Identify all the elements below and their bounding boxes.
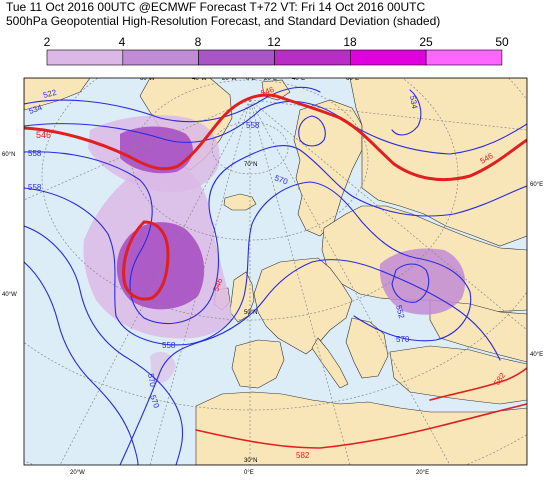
turkey: [389, 345, 527, 405]
contour-label: 522: [42, 88, 58, 100]
lat-label: 30°N: [244, 458, 257, 464]
lon-label: 0°E: [244, 470, 254, 476]
legend-tick-label: 2: [44, 35, 51, 49]
lon-label: 40°W: [192, 76, 207, 82]
lon-label: 40°E: [530, 352, 543, 358]
contour-label: 534: [28, 103, 44, 116]
lon-label: 0°E: [246, 76, 256, 82]
lon-label: 60°W: [140, 76, 155, 82]
lon-label: 60°E: [530, 182, 543, 188]
lat-label: 50°N: [244, 310, 257, 316]
std-deviation-shading: [83, 115, 466, 384]
lon-label: 20°W: [222, 76, 237, 82]
contour-line: [24, 181, 472, 346]
legend-tick-label: 12: [267, 35, 281, 49]
title-line-2: 500hPa Geopotential High-Resolution Fore…: [6, 14, 441, 28]
contour-546: [24, 93, 527, 182]
legend-color-box: [425, 49, 503, 66]
contour-label: 546: [260, 85, 276, 98]
contour-label: 570: [273, 173, 289, 186]
contour-line: [24, 261, 139, 465]
contour-line: [24, 145, 527, 325]
contour-label: 558: [162, 341, 176, 350]
legend-tick-label: 18: [343, 35, 357, 49]
italy: [311, 337, 349, 389]
north-africa: [195, 391, 527, 465]
caucasus: [429, 299, 527, 363]
contour-line: [24, 86, 321, 123]
contour-label: 582: [296, 451, 310, 460]
contour-582: [429, 367, 527, 401]
geopotential-contours: [24, 86, 527, 465]
std-shading-southwest: [150, 351, 176, 384]
lat-label: 60°N: [2, 152, 15, 158]
contour-label: 546: [36, 130, 51, 140]
iceland: [223, 193, 257, 211]
contour-label: 558: [246, 121, 260, 130]
lat-label: 70°N: [244, 162, 257, 168]
contour-line: [391, 89, 422, 136]
contour-label: 552: [394, 304, 406, 320]
contour-line: [24, 225, 184, 465]
frame-labels: 60°N 40°W 20°W 0°E 20°E 60°E 40°E: [2, 152, 543, 476]
legend-tick-label: 50: [495, 35, 509, 49]
lon-label: 40°W: [2, 292, 17, 298]
graticule-labels: 60°W 40°W 20°W 0°E 20°E 40°E 60°E 70°N 5…: [140, 76, 359, 464]
contour-582-south: [195, 403, 527, 449]
std-shading-russia: [379, 248, 466, 315]
std-shading-core: [116, 222, 205, 310]
contour-label: 534: [408, 95, 419, 110]
iberia: [231, 339, 285, 389]
lon-label: 40°E: [292, 76, 305, 82]
contour-line: [119, 259, 501, 465]
contour-label: 570: [148, 394, 161, 410]
highlight-contours: [24, 93, 527, 449]
lon-label: 20°W: [70, 470, 85, 476]
lon-label: 60°E: [346, 76, 359, 82]
contour-line: [298, 115, 326, 147]
contour-546-loop: [122, 220, 170, 301]
lon-label: 20°E: [416, 470, 429, 476]
contour-label: 546: [211, 277, 224, 293]
contour-label: 558: [28, 149, 42, 158]
contour-label: 570: [146, 373, 157, 388]
title-line-1: Tue 11 Oct 2016 00UTC @ECMWF Forecast T+…: [6, 0, 426, 14]
contour-label: 558: [28, 183, 42, 192]
contour-label: 570: [396, 335, 410, 344]
western-europe: [253, 257, 353, 355]
lon-label: 20°E: [264, 76, 277, 82]
legend-tick-label: 8: [195, 35, 202, 49]
std-deviation-legend: 2 4 8 12 18 25 50: [44, 35, 509, 66]
legend-tick-label: 25: [419, 35, 433, 49]
russia: [349, 78, 527, 247]
legend-tick-label: 4: [119, 35, 126, 49]
contour-line: [391, 263, 430, 303]
